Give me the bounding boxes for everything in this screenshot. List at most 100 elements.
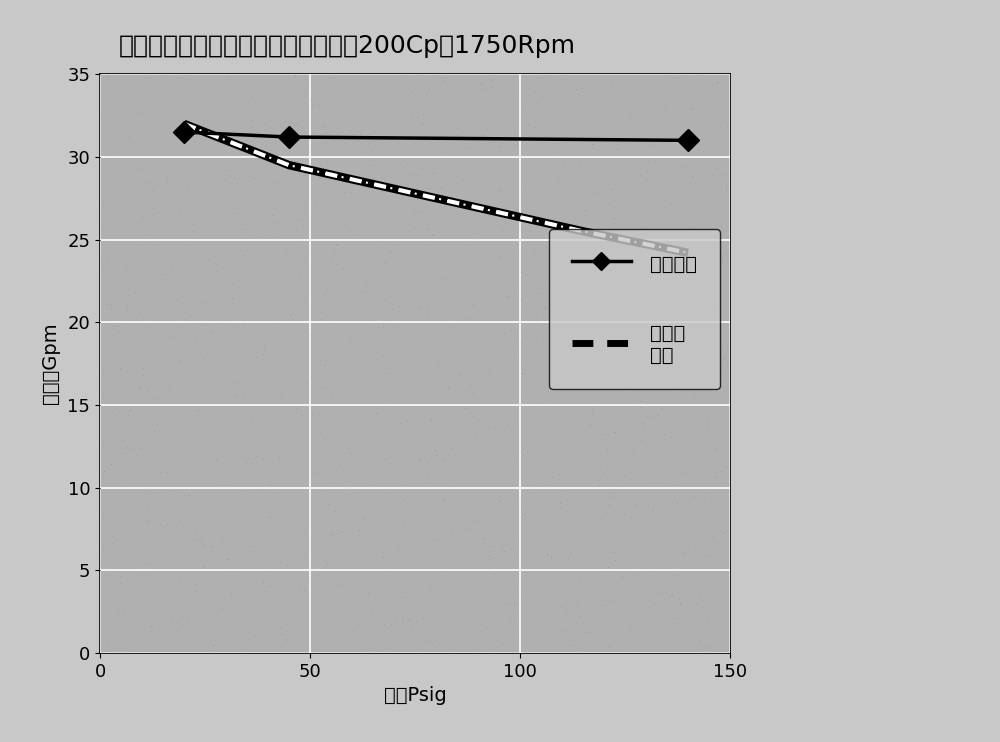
Point	[278, 226, 294, 237]
Point	[220, 212, 236, 224]
Point	[654, 511, 670, 523]
Point	[412, 93, 428, 105]
Point	[162, 78, 178, 90]
Point	[306, 442, 322, 454]
Point	[409, 111, 425, 122]
Point	[207, 318, 223, 330]
Point	[242, 574, 258, 586]
Point	[632, 435, 648, 447]
Point	[358, 565, 374, 577]
Point	[430, 356, 446, 368]
Point	[148, 486, 164, 498]
Point	[531, 409, 547, 421]
Point	[464, 227, 480, 239]
Point	[201, 644, 217, 656]
Point	[379, 453, 395, 465]
Point	[171, 516, 187, 528]
Point	[466, 365, 482, 377]
Point	[694, 594, 710, 606]
Point	[433, 307, 449, 319]
Point	[637, 251, 653, 263]
Point	[504, 248, 520, 260]
Point	[270, 243, 286, 255]
Point	[703, 492, 719, 504]
Point	[434, 409, 450, 421]
Point	[529, 416, 545, 427]
Point	[618, 363, 634, 375]
Point	[233, 348, 249, 360]
Point	[576, 574, 592, 586]
Point	[371, 615, 387, 627]
Point	[468, 401, 484, 413]
Point	[281, 301, 297, 313]
Point	[129, 551, 145, 562]
Point	[390, 540, 406, 552]
Point	[497, 545, 513, 556]
Point	[259, 640, 275, 651]
Point	[635, 266, 651, 278]
Point	[579, 91, 595, 103]
Point	[660, 304, 676, 316]
Point	[662, 491, 678, 503]
Point	[229, 203, 245, 214]
Point	[593, 148, 609, 160]
Point	[526, 246, 542, 258]
Point	[406, 355, 422, 367]
Point	[236, 393, 252, 404]
Point	[192, 315, 208, 327]
Point	[139, 585, 155, 597]
Point	[405, 404, 421, 416]
Point	[313, 637, 329, 649]
Point	[585, 142, 601, 154]
Point	[243, 503, 259, 515]
Point	[310, 168, 326, 180]
Point	[411, 533, 427, 545]
Point	[607, 257, 623, 269]
Point	[606, 426, 622, 438]
Point	[483, 296, 499, 308]
Point	[254, 483, 270, 495]
Point	[699, 567, 715, 579]
Point	[493, 214, 509, 226]
Point	[605, 630, 621, 642]
Point	[452, 369, 468, 381]
Point	[578, 99, 594, 111]
Point	[151, 494, 167, 506]
Point	[394, 349, 410, 361]
Point	[266, 131, 282, 143]
Point	[251, 536, 267, 548]
Point	[399, 603, 415, 615]
Point	[632, 401, 648, 413]
Point	[162, 80, 178, 92]
Point	[680, 545, 696, 556]
Point	[178, 88, 194, 100]
Point	[115, 505, 131, 516]
Point	[491, 209, 507, 221]
Point	[244, 608, 260, 620]
Point	[340, 414, 356, 426]
Point	[535, 310, 551, 322]
Point	[624, 98, 640, 110]
Point	[642, 335, 658, 347]
Point	[682, 103, 698, 115]
Point	[651, 578, 667, 590]
Point	[641, 539, 657, 551]
Point	[243, 114, 259, 126]
Point	[186, 226, 202, 238]
Point	[135, 369, 151, 381]
Point	[461, 381, 477, 393]
Point	[557, 73, 573, 85]
Point	[310, 358, 326, 370]
Point	[557, 624, 573, 636]
Point	[276, 250, 292, 262]
Point	[366, 387, 382, 398]
Point	[265, 486, 281, 498]
Point	[583, 559, 599, 571]
Point	[481, 548, 497, 560]
Point	[334, 263, 350, 275]
Point	[714, 252, 730, 264]
Point	[412, 395, 428, 407]
Point	[156, 162, 172, 174]
Point	[356, 167, 372, 179]
Point	[691, 634, 707, 646]
